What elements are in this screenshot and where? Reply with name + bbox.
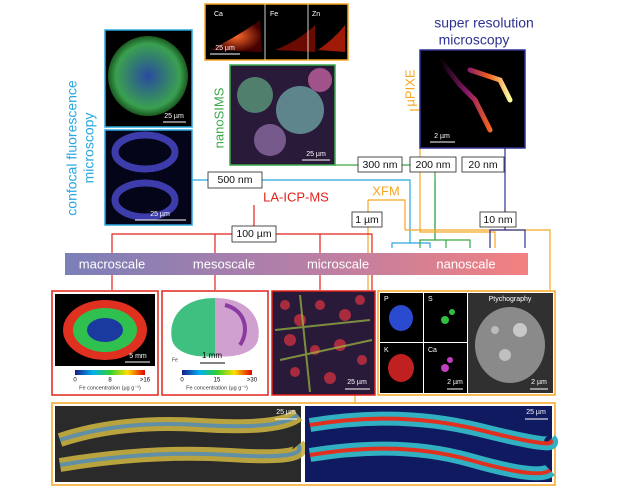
- resolution-label: 500 nm: [217, 174, 252, 186]
- scale-label: 1 mm: [202, 351, 222, 360]
- technique-label: microscopy: [81, 113, 97, 184]
- resolution-label: 300 nm: [362, 159, 397, 171]
- element-label: S: [428, 296, 433, 303]
- technique-label: super resolution: [434, 15, 534, 31]
- element-label: Zn: [312, 11, 320, 18]
- scale-label: 25 µm: [164, 113, 184, 120]
- resolution-label: 1 µm: [355, 214, 379, 226]
- scale-bar: [65, 253, 528, 275]
- colorbar-tick: >16: [140, 378, 151, 384]
- technique-label: confocal fluorescence: [64, 80, 80, 216]
- scale-label: 2 µm: [447, 379, 463, 386]
- scale-name: macroscale: [79, 256, 145, 271]
- scale-label: 25 µm: [306, 151, 326, 158]
- colorbar-label: Fe concentration (µg g⁻¹): [79, 385, 141, 391]
- scale-label: 25 µm: [150, 211, 170, 218]
- scale-label: 2 µm: [531, 379, 547, 386]
- colorbar-tick: >30: [247, 378, 258, 384]
- scale-name: nanoscale: [436, 256, 495, 271]
- panel-title: Ptychography: [489, 296, 532, 303]
- element-label: Fe: [172, 357, 178, 363]
- technique-label: nanoSIMS: [211, 87, 226, 148]
- resolution-label: 100 µm: [236, 228, 271, 240]
- element-label: Ca: [214, 11, 223, 18]
- scale-label: 25 µm: [276, 409, 296, 416]
- scale-label: 25 µm: [215, 45, 235, 52]
- technique-label: microscopy: [439, 32, 510, 48]
- technique-label: LA-ICP-MS: [263, 189, 329, 204]
- colorbar-tick: 8: [108, 378, 112, 384]
- cell: [108, 36, 188, 116]
- resolution-label: 10 nm: [483, 214, 512, 226]
- scale-label: 2 µm: [434, 133, 450, 140]
- scale-label: 25 µm: [526, 409, 546, 416]
- colorbar-tick: 0: [73, 378, 77, 384]
- resolution-label: 20 nm: [468, 159, 497, 171]
- technique-label: XFM: [372, 183, 399, 198]
- element-label: P: [384, 296, 389, 303]
- scale-label: 25 µm: [347, 379, 367, 386]
- element-label: Ca: [428, 347, 437, 354]
- resolution-label: 200 nm: [415, 159, 450, 171]
- element-label: K: [384, 347, 389, 354]
- colorbar-tick: 0: [180, 378, 184, 384]
- technique-label: µPIXE: [402, 69, 417, 106]
- scale-label: 5 mm: [129, 353, 147, 360]
- colorbar-tick: 15: [214, 378, 221, 384]
- scale-name: microscale: [307, 256, 369, 271]
- colorbar-label: Fe concentration (µg g⁻¹): [186, 385, 248, 391]
- element-label: Fe: [270, 11, 278, 18]
- scale-name: mesoscale: [193, 256, 255, 271]
